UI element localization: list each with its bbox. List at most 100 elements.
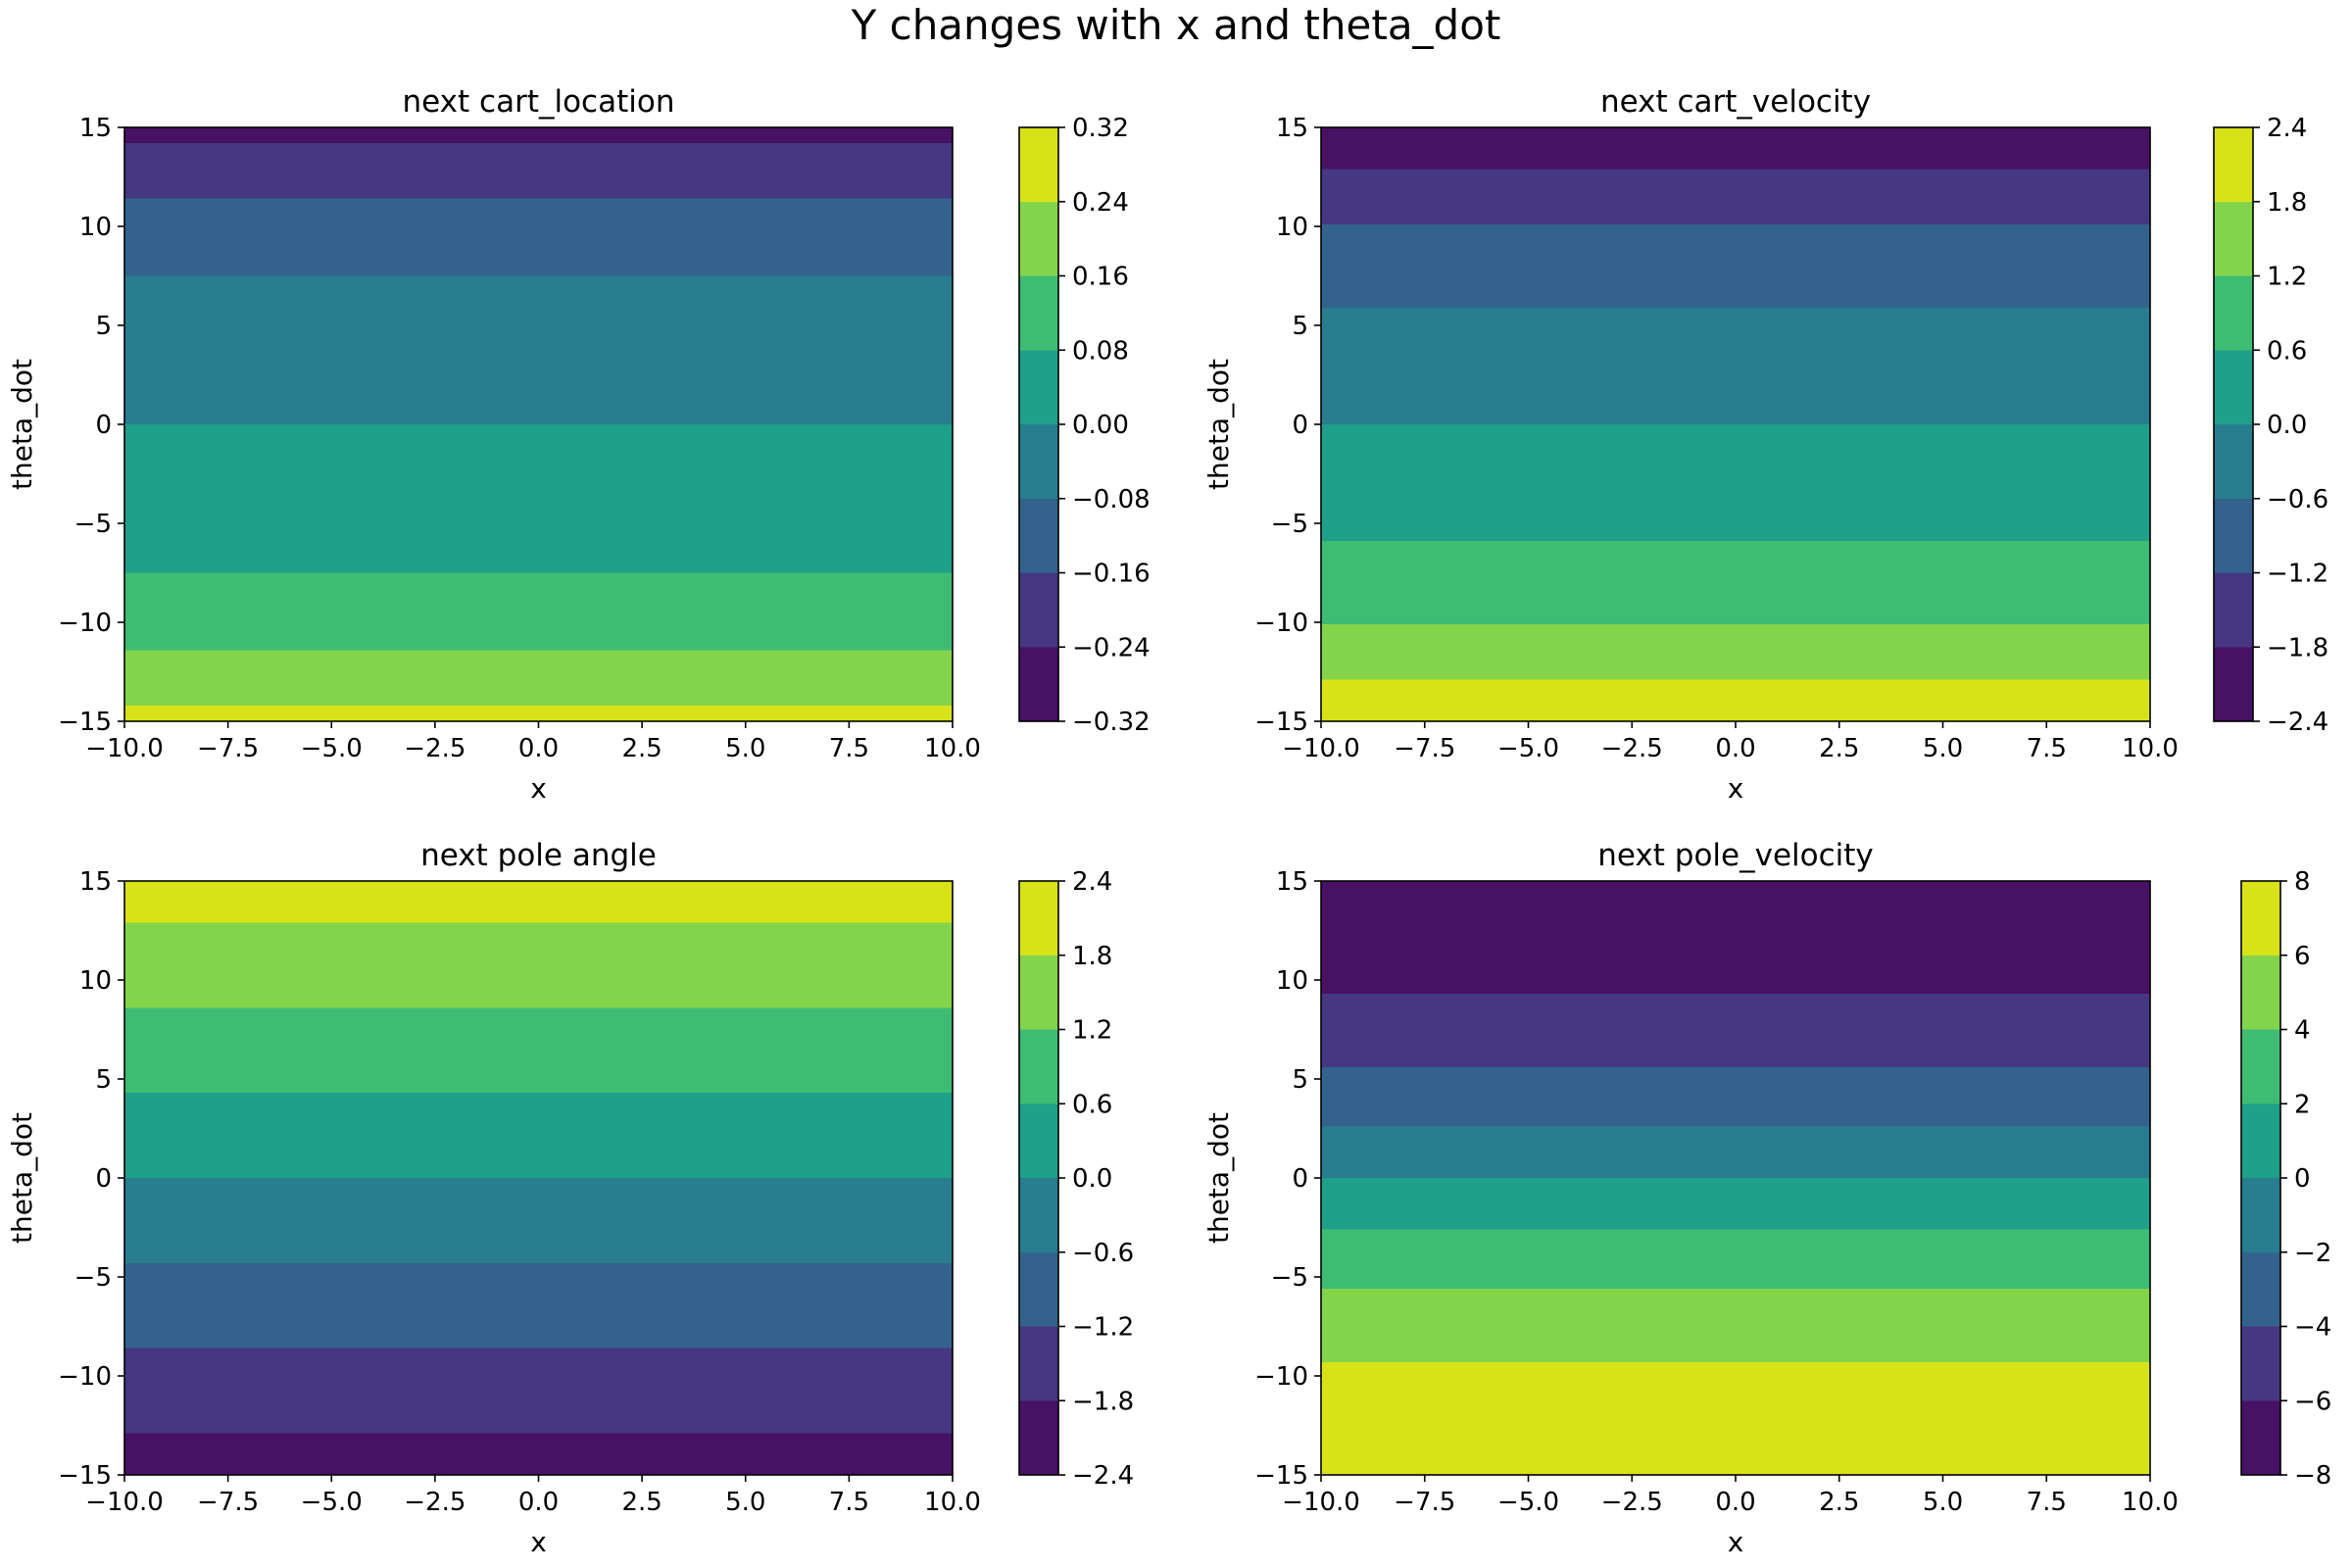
x-tick-label: 7.5 xyxy=(2027,734,2067,763)
subplot-title: next cart_location xyxy=(403,84,675,120)
contour-band xyxy=(124,1433,953,1475)
colorbar-tick-label: 0.0 xyxy=(2267,411,2307,440)
y-tick-label: 15 xyxy=(79,114,112,143)
x-axis-label: x xyxy=(1728,1526,1744,1558)
colorbar-segment xyxy=(1019,424,1058,499)
contour-band xyxy=(1321,679,2150,721)
colorbar-segment xyxy=(1019,127,1058,202)
contour-band xyxy=(124,705,953,721)
contour-band xyxy=(124,922,953,1008)
colorbar: −0.32 −0.24 −0.16 −0.08 0.00 0.08 0.16 0.24 0.32 xyxy=(1018,114,1151,737)
y-tick-label: −5 xyxy=(1271,1263,1308,1293)
colorbar: −2.4 −1.8 −1.2 −0.6 0.0 0.6 1.2 1.8 2.4 xyxy=(1018,867,1134,1491)
x-tick-label: 7.5 xyxy=(829,734,869,763)
contour-band xyxy=(124,127,953,144)
contour-band xyxy=(1321,1361,2150,1475)
x-tick-label: 2.5 xyxy=(621,1488,662,1517)
x-tick-label: 5.0 xyxy=(725,734,765,763)
contour-band xyxy=(124,143,953,199)
contour-band xyxy=(124,275,953,424)
colorbar-tick-label: 1.2 xyxy=(2267,263,2307,292)
colorbar-segment xyxy=(1019,1178,1058,1252)
y-tick-label: 15 xyxy=(1276,867,1308,897)
colorbar-tick-label: −0.6 xyxy=(1072,1239,1134,1268)
x-tick-label: 5.0 xyxy=(1923,1488,1963,1517)
colorbar-tick-label: −4 xyxy=(2294,1313,2331,1343)
colorbar-segment xyxy=(1019,498,1058,573)
colorbar-segment xyxy=(2241,881,2280,956)
subplot-2: −10.0 −7.5 −5.0 −2.5 0.0 2.5 5.0 7.5 10.0 −15 −10 −… xyxy=(1202,84,2328,805)
colorbar: −2.4 −1.8 −1.2 −0.6 0.0 0.6 1.2 1.8 2.4 xyxy=(2213,114,2328,737)
colorbar-segment xyxy=(2214,275,2253,351)
colorbar-segment xyxy=(2241,955,2280,1030)
colorbar-tick-label: −6 xyxy=(2294,1387,2331,1416)
colorbar-tick-label: 4 xyxy=(2294,1016,2311,1046)
y-tick-label: 0 xyxy=(1292,1164,1308,1194)
contour-band xyxy=(124,1348,953,1434)
contour-band xyxy=(124,1262,953,1348)
x-axis-label: x xyxy=(1728,772,1744,805)
x-tick-label: 10.0 xyxy=(924,734,981,763)
contour-band xyxy=(124,881,953,923)
y-tick-label: −5 xyxy=(74,510,112,539)
contour-band xyxy=(1321,127,2150,170)
x-tick-label: 0.0 xyxy=(518,1488,559,1517)
colorbar-tick-label: 0.08 xyxy=(1072,336,1129,366)
subplot-title: next pole angle xyxy=(420,838,657,873)
colorbar-tick-label: 1.8 xyxy=(1072,942,1112,971)
colorbar-segment xyxy=(1019,1251,1058,1327)
subplot-3: −10.0 −7.5 −5.0 −2.5 0.0 2.5 5.0 7.5 10.0 −15 −10 −… xyxy=(6,838,1134,1558)
colorbar-tick-label: −1.8 xyxy=(1072,1387,1134,1416)
colorbar-tick-label: 1.2 xyxy=(1072,1016,1112,1046)
contour-band xyxy=(124,1007,953,1094)
colorbar-tick-label: 1.8 xyxy=(2267,188,2307,218)
subplot-4: −10.0 −7.5 −5.0 −2.5 0.0 2.5 5.0 7.5 10.0 −15 −10 −… xyxy=(1202,838,2331,1558)
figure-title: Y changes with x and theta_dot xyxy=(851,1,1501,49)
colorbar-segment xyxy=(1019,881,1058,956)
colorbar-tick-label: 6 xyxy=(2294,942,2311,971)
colorbar-segment xyxy=(1019,572,1058,648)
colorbar-tick-label: 0.16 xyxy=(1072,263,1129,292)
contour-band xyxy=(1321,1178,2150,1230)
colorbar-tick-label: −0.24 xyxy=(1072,633,1151,662)
contour-band xyxy=(124,1093,953,1178)
y-tick-label: 15 xyxy=(79,867,112,897)
x-tick-label: −10.0 xyxy=(1282,1488,1360,1517)
colorbar-tick-label: 0.0 xyxy=(1072,1164,1112,1194)
x-tick-label: 0.0 xyxy=(518,734,559,763)
contour-band xyxy=(1321,307,2150,424)
colorbar-segment xyxy=(1019,201,1058,276)
x-tick-label: 2.5 xyxy=(621,734,662,763)
colorbar-segment xyxy=(2241,1400,2280,1475)
colorbar-segment xyxy=(1019,275,1058,351)
colorbar-tick-label: 0.6 xyxy=(2267,336,2307,366)
y-tick-label: 10 xyxy=(79,966,112,996)
colorbar-segment xyxy=(1019,350,1058,424)
x-tick-label: 2.5 xyxy=(1819,1488,1859,1517)
contour-band xyxy=(124,198,953,276)
x-tick-label: −2.5 xyxy=(404,1488,466,1517)
colorbar-tick-label: 0.6 xyxy=(1072,1090,1112,1119)
y-tick-label: 10 xyxy=(1276,966,1308,996)
colorbar-segment xyxy=(2214,572,2253,648)
x-tick-label: −7.5 xyxy=(1394,734,1455,763)
colorbar-segment xyxy=(2241,1326,2280,1401)
x-tick-label: −5.0 xyxy=(301,1488,363,1517)
y-tick-label: −10 xyxy=(58,1362,112,1392)
y-tick-label: −10 xyxy=(58,609,112,638)
colorbar-tick-label: −2.4 xyxy=(1072,1461,1134,1491)
colorbar-segment xyxy=(2241,1178,2280,1252)
colorbar-tick-label: 2.4 xyxy=(1072,867,1112,897)
colorbar-tick-label: −0.08 xyxy=(1072,485,1151,514)
x-tick-label: 10.0 xyxy=(924,1488,981,1517)
x-tick-label: −7.5 xyxy=(197,1488,259,1517)
y-tick-label: −15 xyxy=(1254,1461,1308,1491)
colorbar-tick-label: −0.32 xyxy=(1072,708,1151,737)
x-tick-label: 7.5 xyxy=(829,1488,869,1517)
contour-band xyxy=(1321,1066,2150,1127)
x-tick-label: 10.0 xyxy=(2122,734,2179,763)
y-tick-label: −15 xyxy=(58,708,112,737)
y-axis-label: theta_dot xyxy=(6,1112,38,1244)
colorbar-tick-label: −1.8 xyxy=(2267,633,2328,662)
y-tick-label: 5 xyxy=(1292,312,1308,341)
